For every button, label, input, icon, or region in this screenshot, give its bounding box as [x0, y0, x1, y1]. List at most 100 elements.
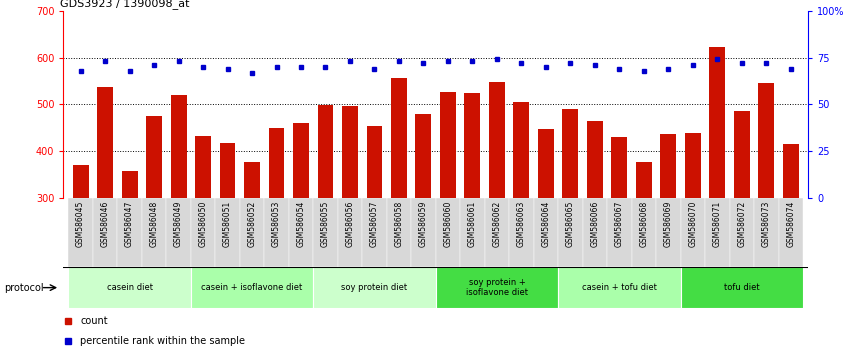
Bar	[680, 267, 803, 308]
Text: GDS3923 / 1390098_at: GDS3923 / 1390098_at	[60, 0, 190, 9]
Text: GSM586048: GSM586048	[150, 200, 158, 246]
Bar	[583, 198, 607, 267]
Bar	[440, 92, 456, 339]
Bar	[342, 106, 358, 339]
Bar	[244, 162, 260, 339]
Text: GSM586060: GSM586060	[443, 200, 453, 247]
Bar	[729, 198, 754, 267]
Bar	[636, 162, 651, 339]
Text: GSM586067: GSM586067	[615, 200, 624, 247]
Bar	[146, 116, 162, 339]
Text: GSM586047: GSM586047	[125, 200, 134, 247]
Text: GSM586062: GSM586062	[492, 200, 502, 246]
Text: GSM586061: GSM586061	[468, 200, 477, 246]
Bar	[558, 267, 680, 308]
Bar	[313, 267, 436, 308]
Text: casein diet: casein diet	[107, 283, 152, 292]
Bar	[587, 121, 603, 339]
Bar	[391, 78, 407, 339]
Text: GSM586058: GSM586058	[394, 200, 404, 246]
Bar	[783, 144, 799, 339]
Bar	[656, 198, 680, 267]
Bar	[313, 198, 338, 267]
Bar	[754, 198, 778, 267]
Bar	[191, 267, 313, 308]
Bar	[632, 198, 656, 267]
Text: GSM586049: GSM586049	[174, 200, 183, 247]
Text: GSM586050: GSM586050	[199, 200, 207, 247]
Bar	[680, 198, 705, 267]
Bar	[387, 198, 411, 267]
Bar	[338, 198, 362, 267]
Text: GSM586052: GSM586052	[248, 200, 256, 246]
Bar	[709, 47, 725, 339]
Bar	[733, 110, 750, 339]
Text: GSM586055: GSM586055	[321, 200, 330, 247]
Bar	[73, 165, 89, 339]
Bar	[411, 198, 436, 267]
Text: GSM586059: GSM586059	[419, 200, 428, 247]
Bar	[489, 82, 505, 339]
Bar	[264, 198, 288, 267]
Text: GSM586065: GSM586065	[566, 200, 575, 247]
Text: GSM586073: GSM586073	[761, 200, 771, 247]
Bar	[69, 267, 191, 308]
Bar	[538, 129, 554, 339]
Bar	[93, 198, 118, 267]
Bar	[215, 198, 239, 267]
Bar	[436, 267, 558, 308]
Text: GSM586053: GSM586053	[272, 200, 281, 247]
Bar	[436, 198, 460, 267]
Text: GSM586051: GSM586051	[223, 200, 232, 246]
Text: GSM586064: GSM586064	[541, 200, 551, 247]
Bar	[69, 198, 93, 267]
Bar	[220, 143, 235, 339]
Text: GSM586071: GSM586071	[713, 200, 722, 246]
Bar	[778, 198, 803, 267]
Bar	[415, 114, 431, 339]
Bar	[122, 171, 138, 339]
Bar	[191, 198, 215, 267]
Bar	[558, 198, 583, 267]
Bar	[142, 198, 167, 267]
Text: GSM586054: GSM586054	[296, 200, 305, 247]
Text: GSM586057: GSM586057	[370, 200, 379, 247]
Text: GSM586046: GSM586046	[101, 200, 110, 247]
Bar	[195, 136, 211, 339]
Text: casein + tofu diet: casein + tofu diet	[582, 283, 656, 292]
Text: GSM586072: GSM586072	[738, 200, 746, 246]
Bar	[239, 198, 264, 267]
Text: GSM586068: GSM586068	[640, 200, 648, 246]
Bar	[485, 198, 509, 267]
Text: GSM586066: GSM586066	[591, 200, 599, 247]
Bar	[464, 93, 481, 339]
Bar	[607, 198, 632, 267]
Text: GSM586069: GSM586069	[664, 200, 673, 247]
Text: tofu diet: tofu diet	[724, 283, 760, 292]
Bar	[268, 128, 284, 339]
Text: count: count	[80, 316, 108, 326]
Text: GSM586070: GSM586070	[689, 200, 697, 247]
Text: casein + isoflavone diet: casein + isoflavone diet	[201, 283, 303, 292]
Bar	[366, 126, 382, 339]
Bar	[288, 198, 313, 267]
Text: percentile rank within the sample: percentile rank within the sample	[80, 336, 245, 346]
Text: GSM586063: GSM586063	[517, 200, 526, 247]
Text: GSM586074: GSM586074	[786, 200, 795, 247]
Bar	[97, 87, 113, 339]
Bar	[293, 123, 309, 339]
Bar	[685, 133, 700, 339]
Bar	[563, 109, 579, 339]
Bar	[705, 198, 729, 267]
Bar	[362, 198, 387, 267]
Text: GSM586045: GSM586045	[76, 200, 85, 247]
Bar	[118, 198, 142, 267]
Text: soy protein +
isoflavone diet: soy protein + isoflavone diet	[466, 278, 528, 297]
Text: protocol: protocol	[4, 282, 44, 293]
Text: GSM586056: GSM586056	[345, 200, 354, 247]
Bar	[460, 198, 485, 267]
Bar	[534, 198, 558, 267]
Bar	[171, 95, 186, 339]
Bar	[167, 198, 191, 267]
Text: soy protein diet: soy protein diet	[342, 283, 408, 292]
